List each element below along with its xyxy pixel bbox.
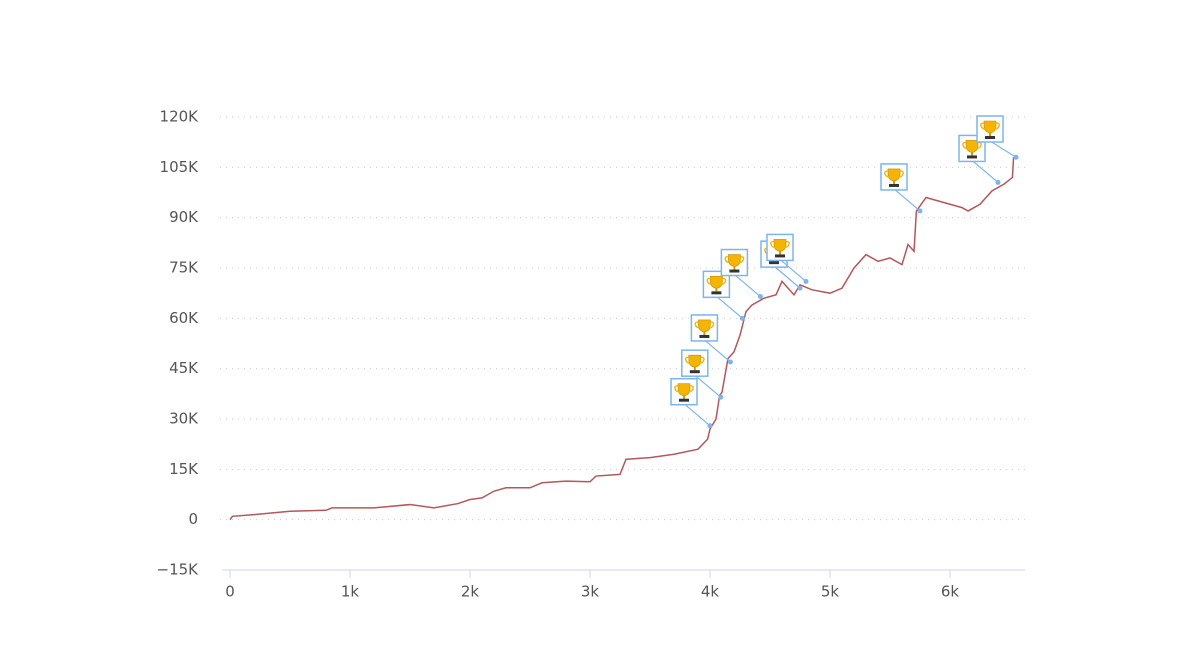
trophy-cup (983, 120, 997, 134)
flag-point (739, 315, 745, 321)
flag-point (1013, 154, 1019, 160)
x-tick-label: 1k (341, 583, 360, 601)
trophy-flag (766, 233, 794, 262)
trophy-flag (670, 377, 698, 406)
flag-point (727, 359, 733, 365)
x-tick-label: 4k (701, 583, 720, 601)
y-tick-label: 105K (160, 158, 200, 176)
x-tick-label: 0 (225, 583, 235, 601)
y-tick-label: 30K (169, 410, 199, 428)
flag-point (718, 394, 724, 400)
line (229, 157, 1015, 521)
trophy-flag (880, 163, 908, 191)
trophy-stem (733, 266, 736, 270)
trophy-cup (698, 319, 711, 333)
trophy-base (985, 136, 995, 139)
flag-point (995, 179, 1001, 185)
flag-connector (989, 140, 1017, 158)
trophy-handles (884, 170, 904, 178)
trophy-base (769, 261, 779, 265)
trophy-stem (703, 331, 706, 335)
trophy-stem (893, 180, 895, 184)
flag-connector (734, 274, 761, 297)
x-tick-label: 5k (821, 583, 840, 601)
trophy-handles (724, 255, 745, 264)
trophy-cup (677, 383, 691, 397)
trophy-cup (728, 254, 741, 267)
flag-connector (779, 258, 807, 282)
flag-point (803, 278, 809, 284)
trophy-handles (706, 277, 727, 286)
y-tick-label: 15K (169, 460, 199, 478)
trophy-cup (773, 239, 787, 252)
trophy-handles (684, 356, 705, 364)
y-tick-label: 90K (169, 208, 199, 226)
flag-connector (683, 403, 711, 427)
flag-point (707, 423, 713, 429)
trophy-base (679, 398, 689, 402)
flag-connector (694, 374, 722, 398)
trophy-stem (971, 152, 973, 156)
trophy-handles (770, 240, 790, 249)
trophy-flag (720, 248, 749, 277)
flag-connector (716, 295, 743, 319)
trophy-cup (965, 140, 979, 153)
trophy-base (689, 370, 700, 374)
trophy-flag (681, 349, 709, 377)
x-tick-label: 6k (941, 583, 960, 601)
y-tick-label: 0 (188, 510, 198, 528)
trophy-base (711, 291, 722, 295)
y-tick-label: 75K (169, 259, 199, 277)
trophy-base (889, 183, 899, 187)
y-tick-label: −15K (157, 561, 200, 579)
trophy-cup (688, 354, 702, 368)
trophy-stem (693, 367, 696, 371)
flag-point (917, 208, 923, 214)
trophy-handles (980, 122, 1000, 130)
y-tick-label: 45K (169, 359, 199, 377)
trophy-cup (887, 168, 901, 182)
x-tick-label: 3k (581, 583, 600, 601)
trophy-handles (694, 321, 715, 329)
trophy-flag (690, 314, 719, 342)
trophy-cup (710, 276, 723, 289)
trophy-stem (683, 395, 685, 399)
trophy-flag (976, 115, 1004, 143)
trophy-stem (779, 251, 781, 255)
y-tick-label: 60K (169, 309, 199, 327)
trophy-base (729, 269, 740, 273)
flag-connector (773, 265, 801, 289)
flag-connector (704, 339, 731, 363)
trophy-stem (989, 133, 991, 136)
trophy-base (967, 155, 977, 159)
flag-point (797, 285, 803, 291)
trophy-base (775, 254, 785, 258)
flag-connector (971, 159, 999, 183)
trophy-stem (715, 288, 718, 292)
flag-connector (893, 188, 921, 212)
trophy-base (699, 334, 710, 338)
x-tick-label: 2k (461, 583, 480, 601)
trophy-handles (674, 385, 694, 393)
y-tick-label: 120K (160, 108, 200, 126)
flag-point (757, 294, 763, 300)
